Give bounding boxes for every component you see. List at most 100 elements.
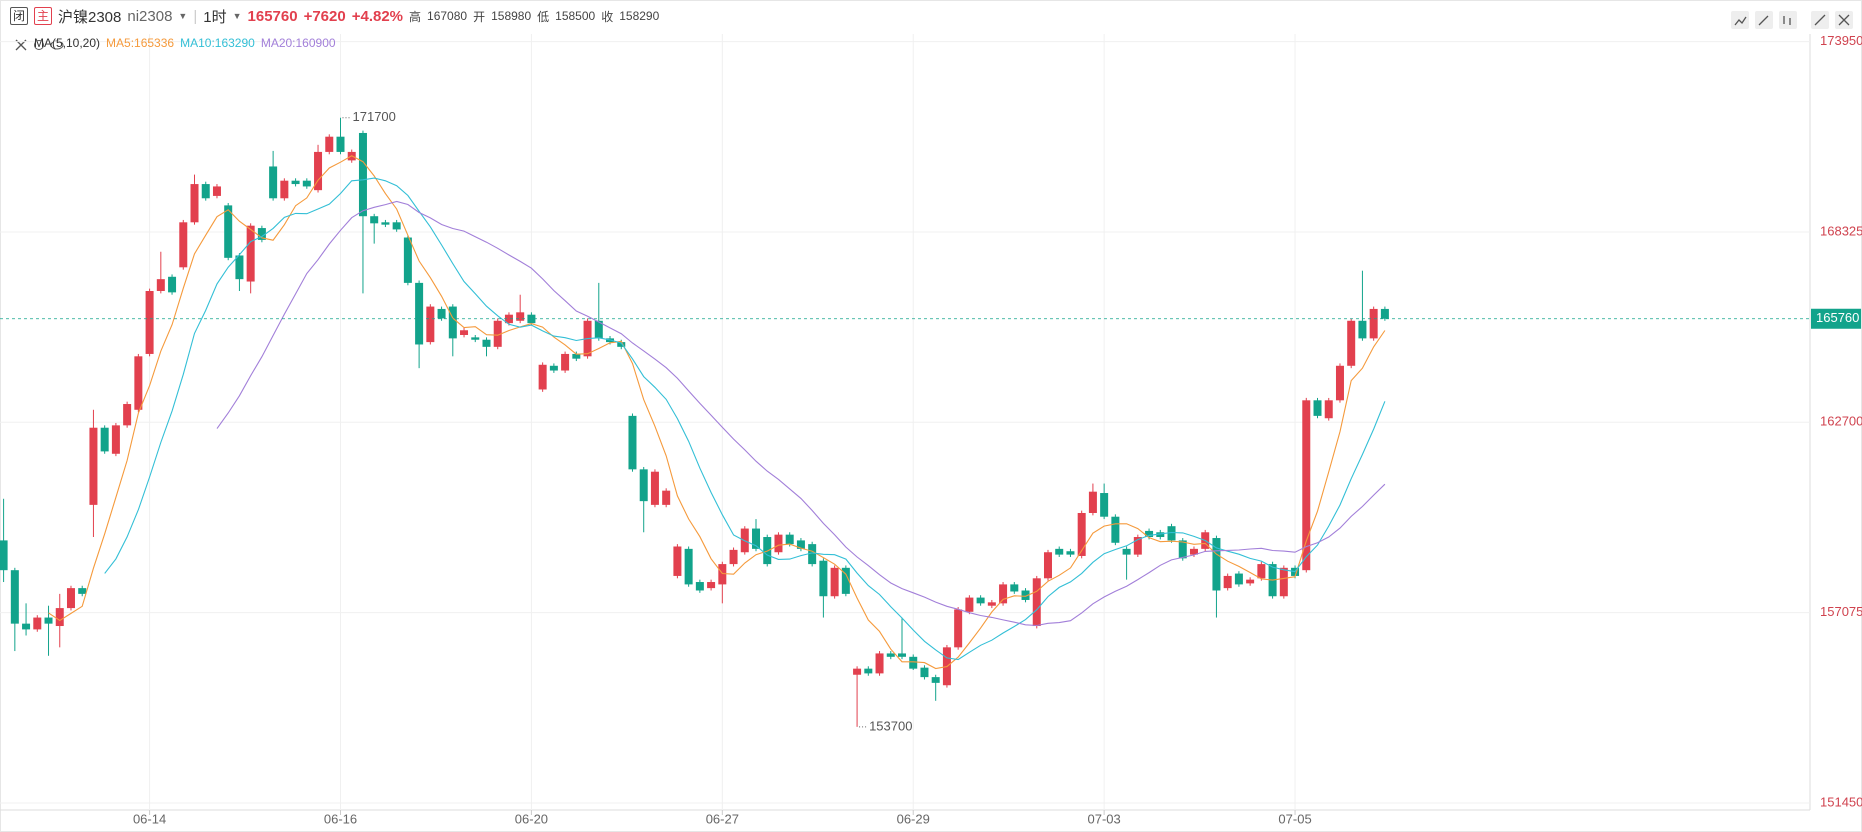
- low: 158500: [555, 9, 596, 23]
- candle-body: [1313, 400, 1322, 416]
- high-label: 高: [409, 9, 422, 24]
- candle-body: [1111, 516, 1120, 543]
- extreme-label: 171700: [353, 109, 396, 124]
- candle-body: [0, 540, 8, 571]
- candle-body: [1324, 400, 1333, 419]
- last-price-tag: [1811, 308, 1861, 329]
- candle-body: [516, 312, 525, 321]
- period[interactable]: 1时: [203, 8, 227, 26]
- candle-body: [1010, 584, 1019, 592]
- candle-body: [909, 656, 918, 669]
- settings-icon[interactable]: [34, 40, 44, 50]
- candle-body: [1257, 564, 1266, 579]
- code[interactable]: ni2308: [127, 7, 173, 25]
- candle-body: [628, 415, 637, 470]
- candle-body: [561, 353, 570, 371]
- candle-body: [1212, 538, 1221, 591]
- y-tick-label: 168325: [1820, 223, 1862, 238]
- dropdown-arrow[interactable]: ▼: [178, 11, 188, 21]
- candle-body: [1246, 579, 1255, 584]
- candle-body: [179, 222, 188, 268]
- candle-body: [145, 291, 154, 354]
- candle-body: [1088, 491, 1097, 513]
- last-price-label: 165760: [1816, 310, 1859, 325]
- candle-body: [10, 570, 19, 624]
- candle-body: [1335, 365, 1344, 401]
- candle-body: [403, 237, 412, 283]
- candle-body: [224, 205, 233, 258]
- candle-body: [100, 427, 109, 452]
- candle-body: [695, 582, 704, 591]
- candle-body: [314, 151, 323, 191]
- candle-body: [1021, 590, 1030, 600]
- dropdown-arrow[interactable]: ▼: [232, 11, 242, 21]
- candle-body: [864, 668, 873, 674]
- badge: 主: [34, 7, 52, 25]
- candle-body: [504, 314, 513, 324]
- candle-body: [987, 602, 996, 606]
- candle-body: [954, 609, 963, 648]
- candle-body: [752, 528, 761, 549]
- candle-body: [1189, 548, 1198, 555]
- tool-button[interactable]: [1731, 11, 1749, 29]
- candle-body: [785, 534, 794, 545]
- candle-body: [684, 548, 693, 585]
- candle-body: [358, 132, 367, 217]
- candle-body: [381, 222, 390, 225]
- candle-body: [999, 584, 1008, 604]
- candle-body: [493, 320, 502, 347]
- x-tick-label: 07-03: [1088, 811, 1121, 826]
- candle-body: [931, 677, 940, 683]
- candle-body: [302, 180, 311, 187]
- candle-body: [1066, 551, 1075, 555]
- badge: 闭: [10, 7, 28, 25]
- candle-body: [1178, 540, 1187, 559]
- candle-body: [1167, 526, 1176, 541]
- candle-body: [898, 653, 906, 657]
- separator: |: [193, 7, 198, 25]
- candle-body: [572, 353, 581, 359]
- candle-body: [257, 228, 266, 240]
- candle-body: [190, 184, 199, 223]
- header: 闭 主 沪镍2308 ni2308 ▼ | 1时 ▼ 165760 +7620 +4…: [10, 4, 659, 28]
- candle-body: [1347, 320, 1356, 366]
- low-label: 低: [537, 9, 550, 24]
- candle-body: [66, 588, 75, 609]
- ma-line: [216, 200, 1386, 627]
- y-tick-label: 151450: [1820, 794, 1862, 809]
- candle-body: [168, 276, 177, 293]
- candle-body: [123, 404, 132, 426]
- candle-body: [426, 306, 435, 343]
- open: 158980: [491, 9, 532, 23]
- candle-body: [156, 279, 165, 292]
- candle-body: [33, 617, 42, 630]
- candle-body: [1133, 537, 1142, 555]
- candle-body: [1043, 552, 1052, 579]
- tool-icon: [1734, 14, 1850, 26]
- visibility-icon[interactable]: [50, 40, 64, 50]
- candle-body: [269, 166, 278, 199]
- candle-body: [617, 342, 626, 347]
- candle-body: [662, 490, 671, 505]
- change: +7620: [303, 7, 346, 25]
- candle-body: [1122, 548, 1131, 555]
- x-tick-label: 07-05: [1278, 811, 1311, 826]
- candle-body: [1358, 320, 1367, 339]
- candle-body: [392, 222, 401, 230]
- candle-body: [875, 653, 884, 674]
- candle-body: [89, 427, 98, 505]
- candle-body: [819, 560, 828, 597]
- candle-body: [808, 544, 817, 565]
- candle-body: [471, 337, 480, 340]
- tool-button[interactable]: [1779, 11, 1797, 29]
- candle-body: [841, 567, 850, 594]
- candle-body: [650, 471, 659, 505]
- candle-body: [448, 306, 457, 339]
- candle-body: [796, 540, 805, 549]
- candle-body: [1369, 308, 1378, 339]
- candle-body: [538, 364, 547, 390]
- y-tick-label: 162700: [1820, 414, 1862, 429]
- candle-body: [212, 186, 221, 196]
